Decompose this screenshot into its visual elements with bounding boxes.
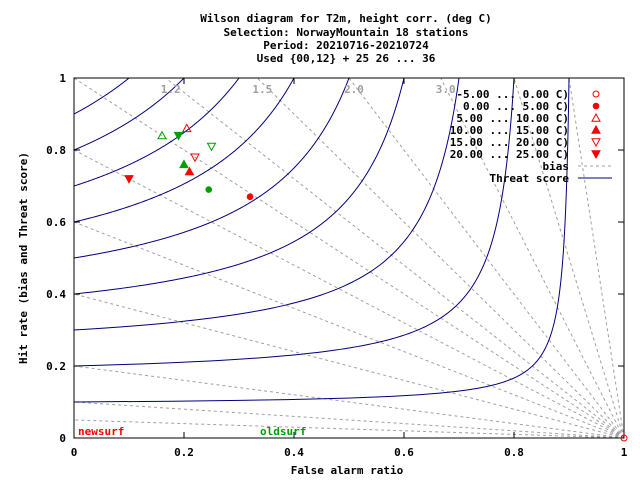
bias-label: 2.0 <box>344 83 364 96</box>
bias-line <box>74 365 624 438</box>
marker-triangle-up-open <box>591 112 601 122</box>
bias-line <box>74 149 624 438</box>
bias-label: 3.0 <box>436 83 456 96</box>
data-point-newsurf <box>190 153 200 163</box>
bias-line <box>440 78 624 438</box>
x-tick-label: 0 <box>71 446 78 459</box>
threat-score-curve <box>74 78 570 403</box>
threat-score-curve <box>74 78 350 259</box>
threat-score-curve <box>74 78 130 115</box>
legend-label: bias <box>543 160 570 173</box>
threat-score-curve <box>74 78 460 331</box>
bias-line <box>568 78 624 438</box>
marker-triangle-up-filled <box>591 124 601 134</box>
threat-score-curve <box>74 78 295 223</box>
bias-line <box>74 401 624 438</box>
marker-circle-filled <box>592 102 600 110</box>
bias-line <box>513 78 624 438</box>
x-axis-label: False alarm ratio <box>291 464 404 477</box>
chart-title: Wilson diagram for T2m, height corr. (de… <box>200 12 491 65</box>
legend-label: 20.00 ... 25.00 C) <box>450 148 569 161</box>
marker-triangle-down-filled <box>591 150 601 160</box>
data-point-newsurf <box>181 123 192 133</box>
marker-triangle-down-open <box>591 138 601 148</box>
bias-lines <box>74 78 624 438</box>
bias-label: 1.5 <box>252 83 272 96</box>
bias-line <box>74 419 624 438</box>
data-point-newsurf <box>184 166 195 176</box>
legend-label: Threat score <box>490 172 570 185</box>
experiment-label: newsurf <box>78 425 124 438</box>
data-points <box>124 123 628 442</box>
bias-line <box>74 293 624 438</box>
data-point-oldsurf <box>179 159 189 169</box>
legend-label: 5.00 ... 10.00 C) <box>456 112 569 125</box>
legend-label: 10.00 ... 15.00 C) <box>450 124 569 137</box>
y-tick-label: 0.2 <box>46 360 66 373</box>
experiment-label: oldsurf <box>260 425 306 438</box>
y-axis-label: Hit rate (bias and Threat score) <box>17 152 30 364</box>
bias-line <box>164 78 624 438</box>
y-tick-label: 0.4 <box>46 288 66 301</box>
y-tick-label: 0.6 <box>46 216 66 229</box>
y-tick-label: 1 <box>59 72 66 85</box>
threat-score-curve <box>74 78 185 151</box>
bias-label: 1.2 <box>161 83 181 96</box>
data-point-newsurf <box>620 434 628 442</box>
y-tick-label: 0.8 <box>46 144 66 157</box>
data-point-newsurf <box>124 175 134 184</box>
legend: -5.00 ... 0.00 C)0.00 ... 5.00 C)5.00 ..… <box>450 88 612 185</box>
legend-label: 15.00 ... 20.00 C) <box>450 136 569 149</box>
title-line-1: Wilson diagram for T2m, height corr. (de… <box>200 12 491 25</box>
title-line-4: Used {00,12} + 25 26 ... 36 <box>257 52 436 65</box>
marker-circle-open <box>592 90 600 98</box>
title-line-3: Period: 20210716-20210724 <box>263 39 429 52</box>
y-tick-label: 0 <box>59 432 66 445</box>
x-tick-label: 0.6 <box>394 446 414 459</box>
plot-frame <box>73 77 625 439</box>
bias-line <box>348 78 624 438</box>
axis-ticks: 0 0.2 0.4 0.6 0.8 1 0 0.2 0.4 0.6 0.8 1 <box>46 72 628 459</box>
x-tick-label: 0.2 <box>174 446 194 459</box>
x-tick-label: 0.8 <box>504 446 524 459</box>
data-point-oldsurf <box>206 142 217 152</box>
threat-score-curve <box>74 78 515 367</box>
legend-label: -5.00 ... 0.00 C) <box>456 88 569 101</box>
bias-line <box>256 78 624 438</box>
data-point-oldsurf <box>205 186 213 193</box>
x-tick-label: 0.4 <box>284 446 304 459</box>
data-point-oldsurf <box>157 130 167 140</box>
bias-line <box>74 221 624 438</box>
data-point-oldsurf <box>173 131 184 141</box>
experiment-labels: newsurf oldsurf <box>78 425 306 438</box>
legend-label: 0.00 ... 5.00 C) <box>463 100 569 113</box>
bias-labels: 1.2 1.5 2.0 3.0 <box>161 83 456 96</box>
threat-score-curve <box>74 78 405 295</box>
title-line-2: Selection: NorwayMountain 18 stations <box>223 26 468 39</box>
threat-score-curves <box>74 78 570 403</box>
data-point-newsurf <box>246 193 254 201</box>
x-tick-label: 1 <box>621 446 628 459</box>
